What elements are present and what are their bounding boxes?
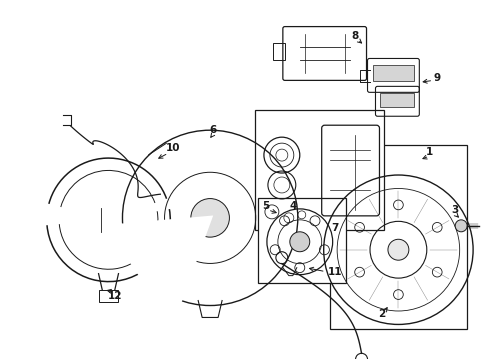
Circle shape <box>454 220 466 232</box>
Text: 11: 11 <box>327 267 341 276</box>
Text: 8: 8 <box>350 31 358 41</box>
Bar <box>258 198 345 283</box>
Text: 12: 12 <box>108 291 122 301</box>
Text: 4: 4 <box>288 201 296 211</box>
Text: 1: 1 <box>425 147 432 157</box>
Text: 6: 6 <box>209 125 216 135</box>
Text: 7: 7 <box>330 223 338 233</box>
Text: 5: 5 <box>262 201 269 211</box>
Text: 9: 9 <box>433 73 440 84</box>
Bar <box>99 289 118 302</box>
Wedge shape <box>121 218 210 302</box>
Text: 3: 3 <box>450 205 458 215</box>
Text: 2: 2 <box>377 310 385 319</box>
Bar <box>372 66 413 81</box>
Circle shape <box>387 239 408 260</box>
Bar <box>380 93 413 107</box>
Circle shape <box>190 199 229 237</box>
Bar <box>272 42 285 60</box>
Bar <box>254 110 384 230</box>
Bar <box>329 145 466 329</box>
Text: 10: 10 <box>166 143 180 153</box>
Circle shape <box>289 232 309 252</box>
